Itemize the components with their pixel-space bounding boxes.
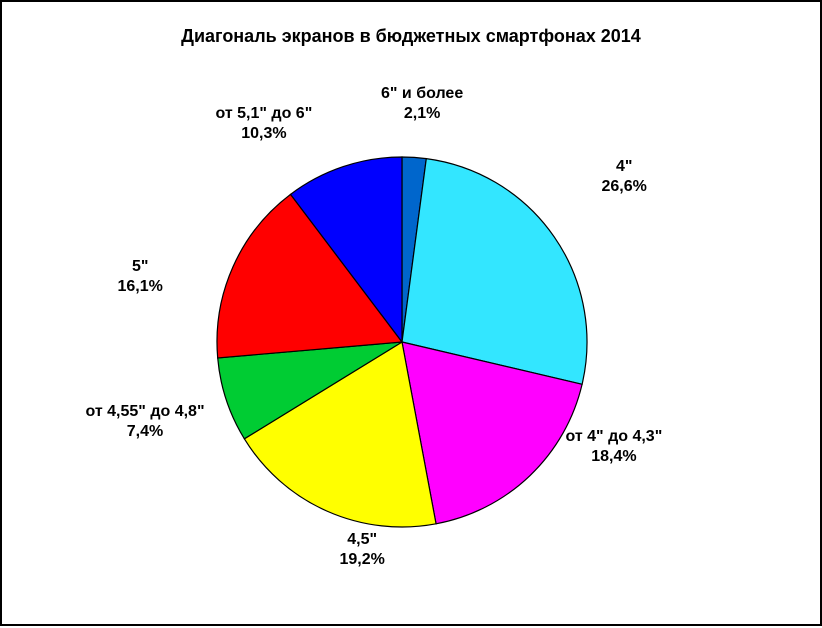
slice-label-name: от 4,55" до 4,8"	[86, 402, 205, 422]
slice-label-name: 4,5"	[340, 530, 385, 550]
slice-label-name: 5"	[118, 257, 163, 277]
slice-label-value: 10,3%	[216, 124, 313, 144]
chart-title: Диагональ экранов в бюджетных смартфонах…	[2, 26, 820, 47]
slice-label-value: 2,1%	[381, 104, 463, 124]
slice-label-value: 7,4%	[86, 422, 205, 442]
slice-label: от 4" до 4,3"18,4%	[566, 427, 663, 467]
slice-label: 4"26,6%	[602, 157, 647, 197]
slice-label: 6" и более2,1%	[381, 84, 463, 124]
chart-frame: Диагональ экранов в бюджетных смартфонах…	[0, 0, 822, 626]
slice-label-value: 26,6%	[602, 177, 647, 197]
slice-label-name: от 4" до 4,3"	[566, 427, 663, 447]
slice-label-name: 6" и более	[381, 84, 463, 104]
slice-label-name: от 5,1" до 6"	[216, 104, 313, 124]
slice-label: от 5,1" до 6"10,3%	[216, 104, 313, 144]
slice-label-value: 19,2%	[340, 550, 385, 570]
slice-label-name: 4"	[602, 157, 647, 177]
slice-label-value: 18,4%	[566, 447, 663, 467]
slice-label: 5"16,1%	[118, 257, 163, 297]
slice-label-value: 16,1%	[118, 277, 163, 297]
slice-label: от 4,55" до 4,8"7,4%	[86, 402, 205, 442]
slice-label: 4,5"19,2%	[340, 530, 385, 570]
